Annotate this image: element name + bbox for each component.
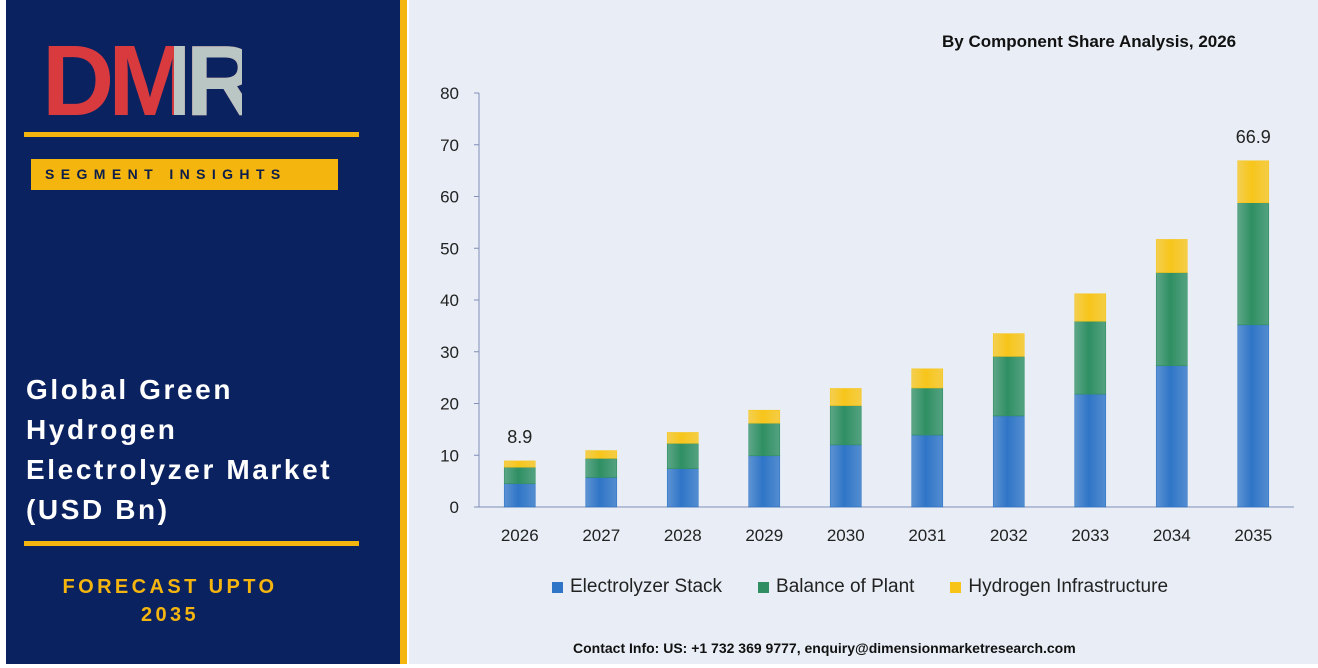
logo-underline <box>24 132 359 137</box>
y-tick-label: 20 <box>440 395 459 414</box>
bar-total-label: 66.9 <box>1236 127 1271 147</box>
x-tick-label: 2027 <box>582 526 620 545</box>
bar-segment <box>829 388 862 406</box>
dmr-logo: DMR DMR <box>42 38 242 120</box>
bar-segment <box>992 356 1025 417</box>
y-tick-label: 70 <box>440 136 459 155</box>
bar-segment <box>829 444 862 508</box>
y-tick-label: 30 <box>440 343 459 362</box>
bar-segment <box>503 466 536 485</box>
bar-segment <box>1155 272 1188 367</box>
bar-segment <box>585 458 618 478</box>
bar-segment <box>992 415 1025 508</box>
report-title: Global Green Hydrogen Electrolyzer Marke… <box>26 370 396 530</box>
chart-title: By Component Share Analysis, 2026 <box>942 32 1237 51</box>
segment-insights-label: SEGMENT INSIGHTS <box>31 159 338 190</box>
bar-segment <box>1074 293 1107 322</box>
bar-segment <box>585 477 618 508</box>
x-tick-label: 2029 <box>745 526 783 545</box>
bar-segment <box>503 483 536 508</box>
x-tick-label: 2033 <box>1071 526 1109 545</box>
bar-segment <box>1155 239 1188 273</box>
bar-segment <box>666 432 699 444</box>
x-tick-label: 2035 <box>1234 526 1272 545</box>
y-tick-label: 50 <box>440 239 459 258</box>
bar-segment <box>911 434 944 508</box>
y-tick-label: 60 <box>440 188 459 207</box>
bar-segment <box>748 422 781 457</box>
report-title-line: Global Green <box>26 374 234 405</box>
bar-segment <box>1074 393 1107 508</box>
x-tick-label: 2031 <box>908 526 946 545</box>
legend-item: Balance of Plant <box>758 576 914 598</box>
bar-segment <box>585 450 618 459</box>
bar-segment <box>1074 320 1107 395</box>
bar-segment <box>748 455 781 508</box>
y-tick-label: 0 <box>450 498 459 517</box>
bar-segment <box>911 368 944 389</box>
bar-segment <box>1155 365 1188 508</box>
bar-segment <box>1237 160 1270 204</box>
bar-segment <box>829 405 862 446</box>
left-panel: DMR DMR SEGMENT INSIGHTS Global Green Hy… <box>6 0 400 664</box>
bar-segment <box>503 460 536 468</box>
bar-segment <box>1237 324 1270 508</box>
bar-total-label: 8.9 <box>507 427 532 447</box>
bar-segment <box>666 443 699 470</box>
contact-info: Contact Info: US: +1 732 369 9777, enqui… <box>573 640 1076 656</box>
panel-divider <box>400 0 407 664</box>
svg-text:DMR: DMR <box>42 38 242 120</box>
x-tick-label: 2032 <box>990 526 1028 545</box>
x-tick-label: 2030 <box>827 526 865 545</box>
forecast-label: FORECAST UPTO 2035 <box>54 573 286 629</box>
report-title-line: (USD Bn) <box>26 494 170 525</box>
y-tick-label: 40 <box>440 291 459 310</box>
bar-segment <box>992 333 1025 357</box>
legend-label: Hydrogen Infrastructure <box>968 576 1169 597</box>
legend-label: Electrolyzer Stack <box>570 576 723 597</box>
bar-segment <box>748 409 781 424</box>
svg-text:DMR: DMR <box>42 38 242 120</box>
legend-swatch <box>552 581 563 593</box>
legend-item: Hydrogen Infrastructure <box>950 576 1168 598</box>
forecast-line: FORECAST UPTO <box>62 576 278 598</box>
title-underline <box>24 541 359 546</box>
forecast-year: 2035 <box>140 604 200 626</box>
legend-label: Balance of Plant <box>776 576 915 597</box>
legend-swatch <box>950 581 962 593</box>
x-tick-label: 2028 <box>664 526 702 545</box>
bar-segment <box>911 387 944 436</box>
y-tick-label: 80 <box>440 84 459 103</box>
x-tick-label: 2034 <box>1153 526 1191 545</box>
report-title-line: Electrolyzer Market <box>26 454 333 485</box>
x-tick-label: 2026 <box>501 526 539 545</box>
report-title-line: Hydrogen <box>26 414 178 445</box>
bar-segment <box>1237 202 1270 326</box>
bar-segment <box>666 468 699 508</box>
chart-legend: Electrolyzer Stack Balance of Plant Hydr… <box>552 576 1204 598</box>
y-tick-label: 10 <box>440 446 459 465</box>
legend-item: Electrolyzer Stack <box>552 576 722 598</box>
legend-swatch <box>758 581 770 593</box>
